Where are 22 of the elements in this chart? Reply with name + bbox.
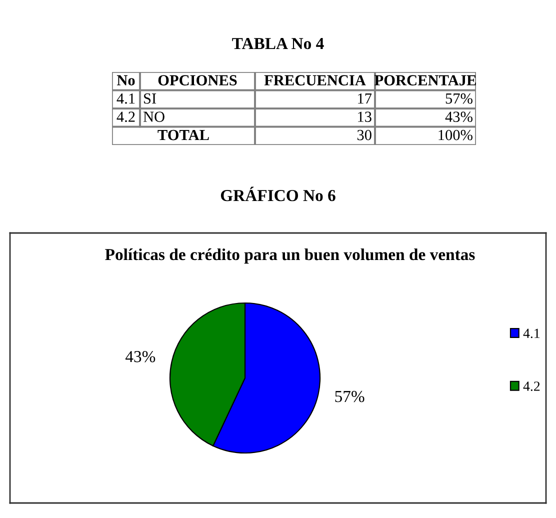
- legend-label: 4.1: [523, 328, 540, 338]
- text: 4.1: [116, 93, 135, 104]
- text: TOTAL: [158, 130, 209, 140]
- category-label: PORCENTAJE: [374, 75, 476, 86]
- chart-subtitle: Políticas de crédito para un buen volumen de ventas: [105, 248, 475, 264]
- data-label: 43%: [125, 350, 156, 362]
- legend-label: 4.2: [523, 382, 540, 391]
- category-label: No: [116, 75, 135, 86]
- text: 43%: [445, 112, 472, 122]
- text: 13: [358, 112, 372, 122]
- text: NO: [143, 112, 164, 122]
- text: 30: [357, 130, 372, 140]
- chart-title: GRÁFICO No 6: [220, 186, 336, 202]
- text: 17: [358, 93, 372, 104]
- data-label: 57%: [335, 390, 364, 402]
- text: TABLA No 4: [232, 38, 324, 50]
- text: 57%: [446, 93, 472, 104]
- text: 100%: [438, 130, 472, 140]
- category-label: FRECUENCIA: [264, 75, 366, 86]
- text: SI: [144, 93, 156, 104]
- text: 4.2: [116, 112, 135, 122]
- category-label: OPCIONES: [158, 75, 237, 86]
